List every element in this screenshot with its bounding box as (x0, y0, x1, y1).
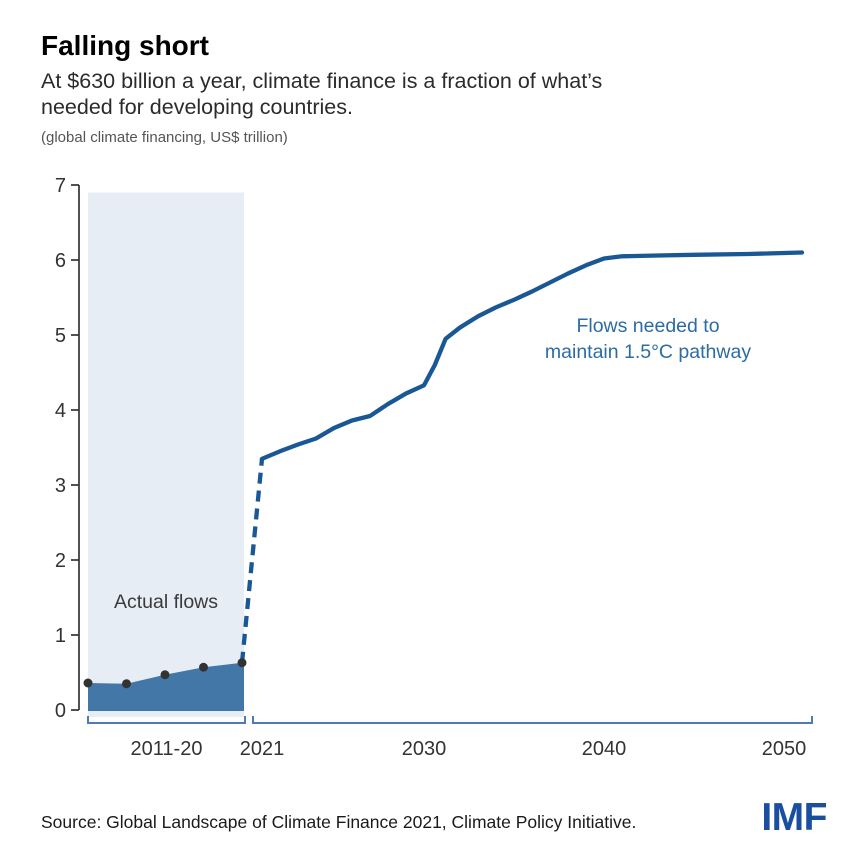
x-label-2021: 2021 (240, 738, 285, 760)
x-label-2050: 2050 (762, 738, 807, 760)
chart-header: Falling short At $630 billion a year, cl… (41, 30, 821, 146)
y-tick-label-0: 0 (55, 700, 66, 722)
dashed-connector-line (239, 458, 265, 663)
y-tick-label-3: 3 (55, 475, 66, 497)
projection-annotation-line1: Flows needed to (576, 315, 719, 337)
chart-title: Falling short (41, 30, 209, 61)
y-tick-label-7: 7 (55, 175, 66, 197)
projection-annotation-line2: maintain 1.5°C pathway (545, 341, 751, 363)
projection-line (259, 250, 805, 461)
actual-flows-area (88, 662, 244, 711)
actual-flow-dot-2017-18 (199, 662, 208, 672)
y-tick-label-2: 2 (55, 550, 66, 572)
x-label-2040: 2040 (582, 738, 627, 760)
chart-subtitle: At $630 billion a year, climate finance … (41, 68, 821, 120)
y-tick-label-6: 6 (55, 250, 66, 272)
actual-period-bracket (87, 716, 246, 724)
actual-flow-dot-2013-14 (122, 679, 131, 689)
x-label-2030: 2030 (402, 738, 447, 760)
y-tick-label-4: 4 (55, 400, 66, 422)
actual-flow-dot-2019-20 (237, 658, 247, 668)
chart-units-note: (global climate financing, US$ trillion) (41, 129, 288, 146)
actual-flows-label: Actual flows (114, 591, 218, 613)
y-tick-label-1: 1 (55, 625, 66, 647)
chart-subtitle-line2: needed for developing countries. (41, 95, 353, 119)
actual-flows-shaded-region (88, 192, 244, 717)
x-label-2011-20: 2011-20 (131, 738, 203, 760)
source-note: Source: Global Landscape of Climate Fina… (41, 812, 637, 832)
imf-logo: IMF (761, 796, 827, 839)
y-tick-label-5: 5 (55, 325, 66, 347)
chart-subtitle-line1: At $630 billion a year, climate finance … (41, 69, 603, 93)
actual-flow-dot-2015-16 (160, 670, 170, 680)
actual-flow-dot-2011-12 (83, 678, 93, 688)
projection-period-bracket (252, 716, 813, 724)
